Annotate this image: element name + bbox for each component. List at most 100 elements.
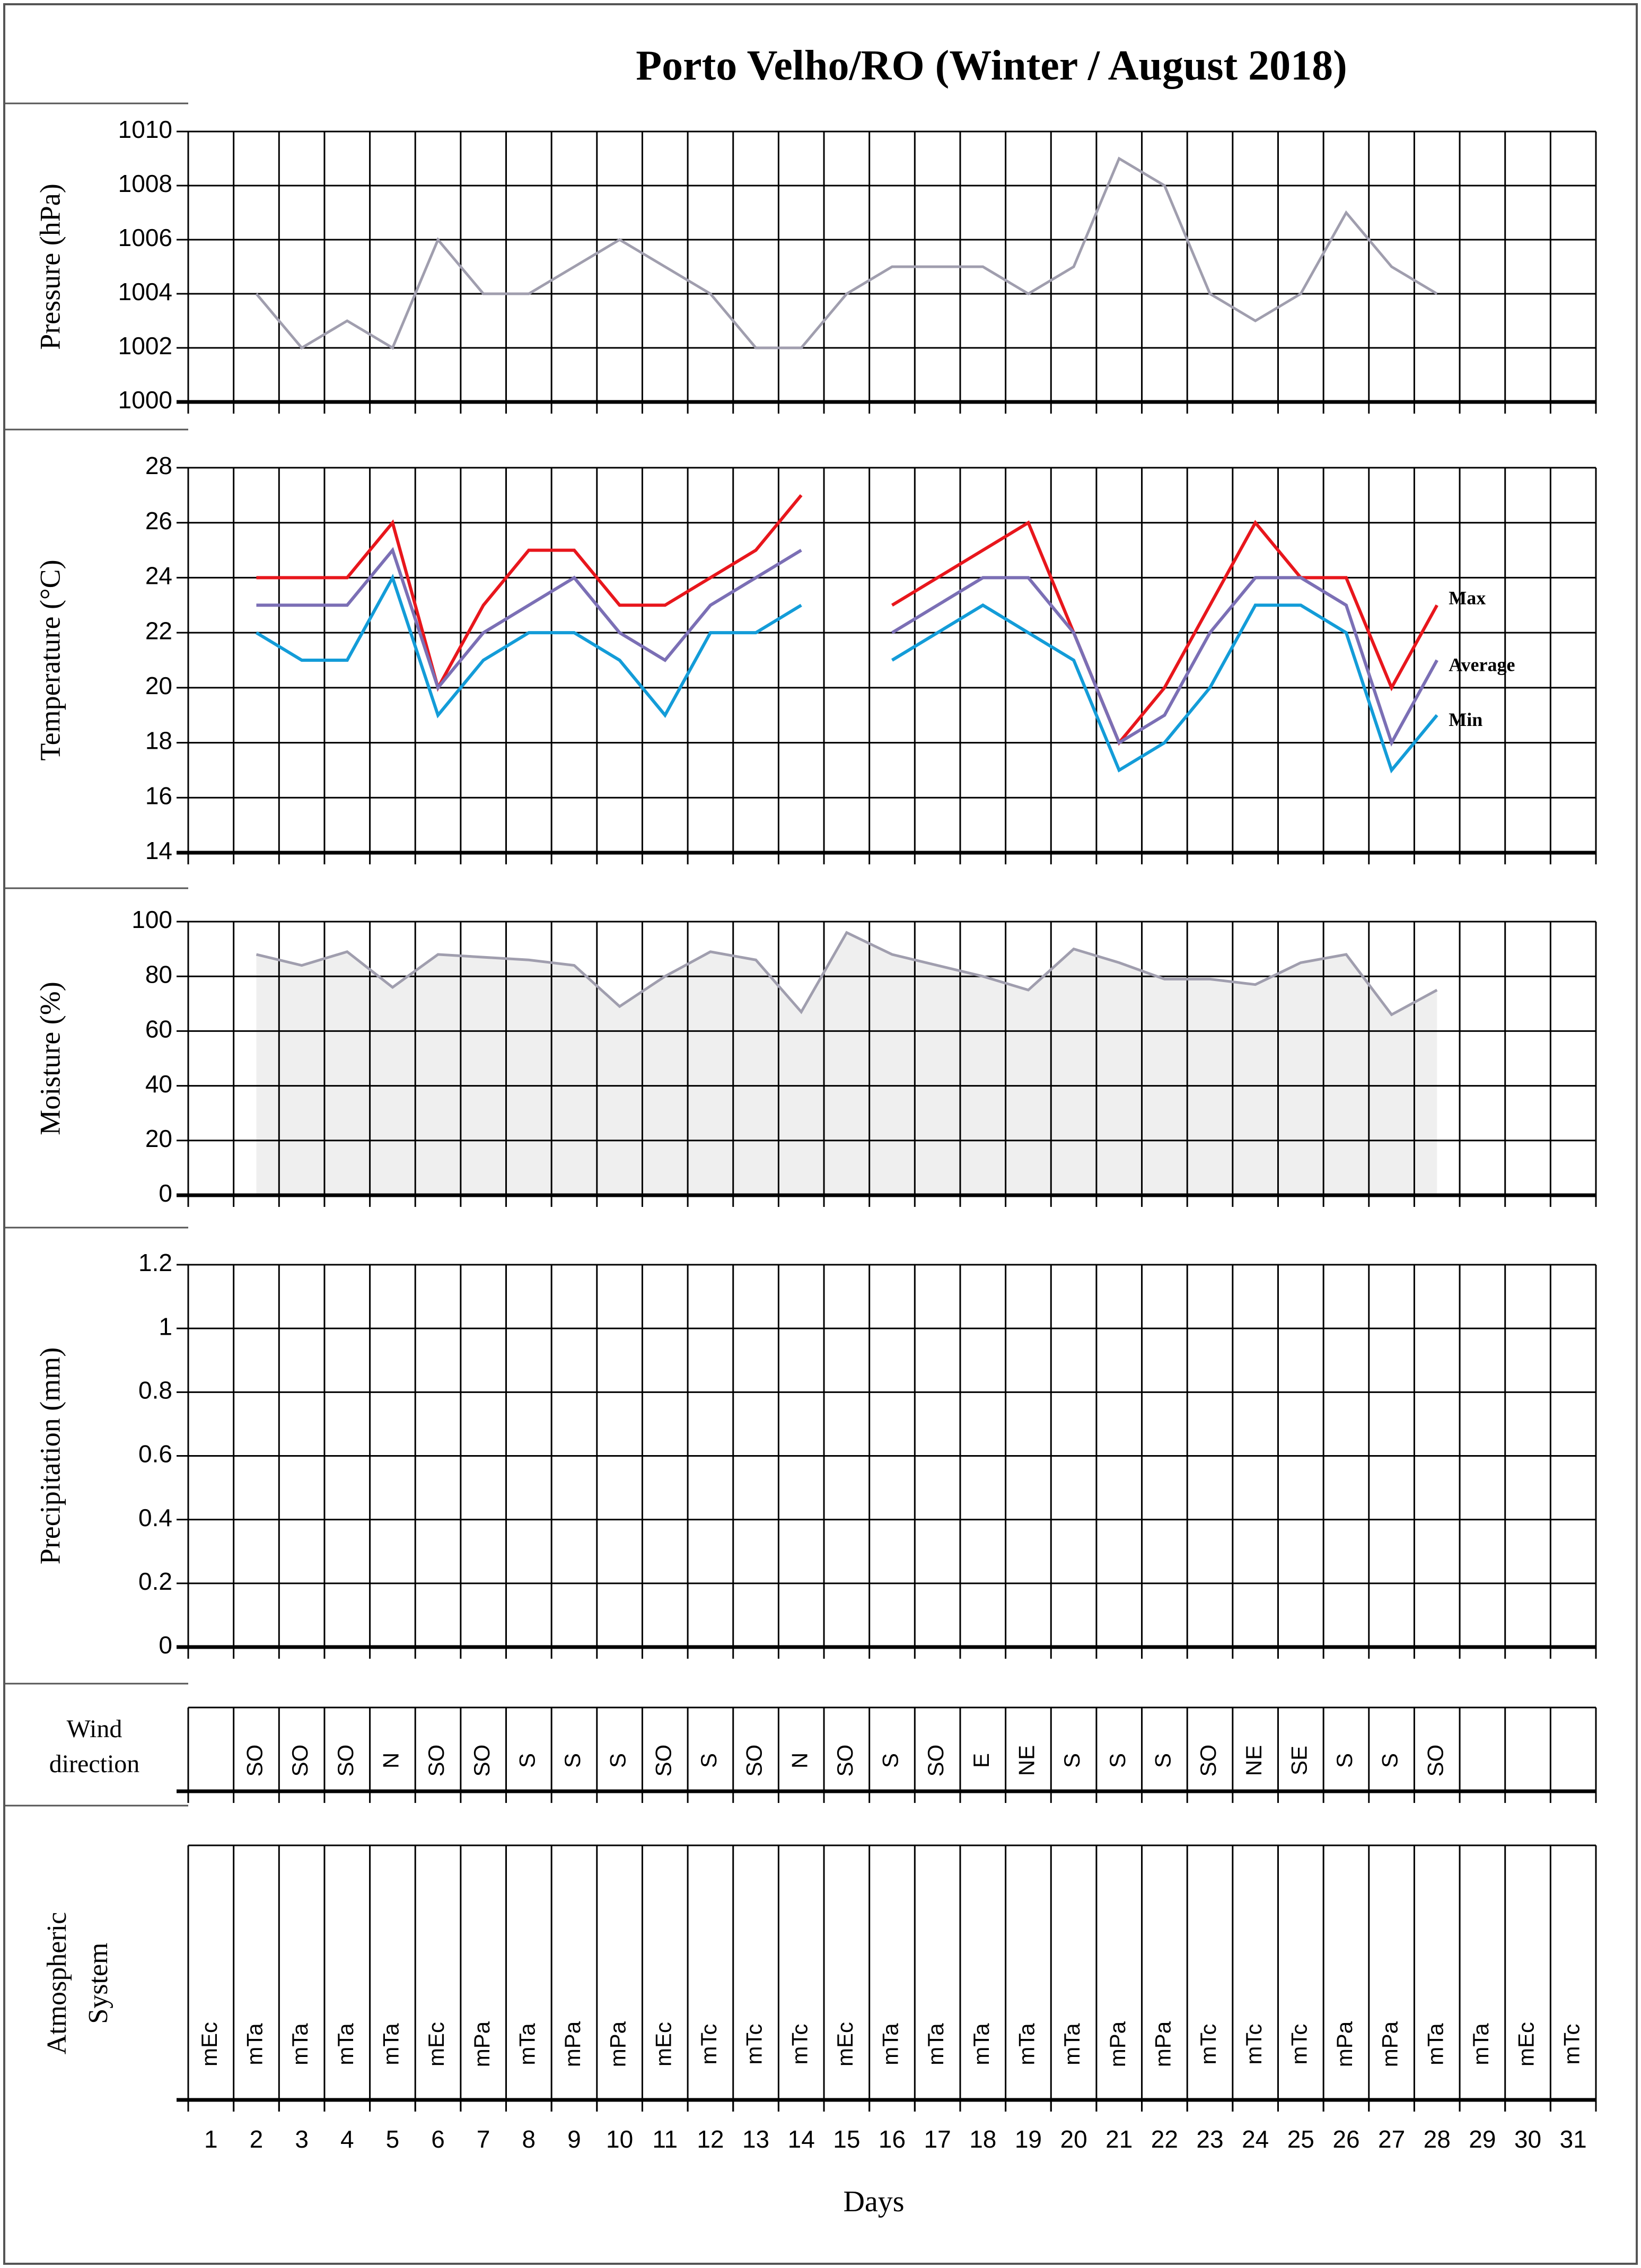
atmospheric-system-value: mTa [1014,2023,1039,2065]
wind-direction-value: S [1105,1753,1130,1768]
x-tick-label: 8 [522,2125,536,2153]
x-tick-label: 1 [204,2125,218,2153]
atmospheric-system-value: mTc [1559,2024,1584,2065]
wind-direction-value: SO [242,1745,267,1777]
y-tick-label: 14 [145,837,172,864]
x-tick-label: 28 [1424,2125,1451,2153]
wind-direction-value: S [696,1753,721,1768]
x-tick-label: 21 [1105,2125,1133,2153]
figure-outer-frame [3,3,1638,2265]
x-tick-label: 18 [969,2125,996,2153]
atmospheric-system-value: mPa [605,2021,630,2067]
atmospheric-system-value: mPa [469,2021,494,2067]
atmospheric-system-value: mPa [560,2021,585,2067]
y-axis-label: Temperature (°C) [34,559,66,760]
y-tick-label: 20 [145,672,172,699]
atmospheric-system-value: mTc [742,2024,767,2065]
atmospheric-system-value: mPa [1105,2021,1130,2067]
legend-max: Max [1449,588,1486,609]
moisture-panel: 0 20 40 60 80 100 Moisture (%) [34,906,1597,1207]
atmospheric-system-value: mTa [514,2023,539,2065]
wind-direction-value: S [560,1753,585,1768]
y-tick-label: 1010 [118,116,172,143]
y-tick-label: 60 [145,1015,172,1043]
x-tick-label: 13 [742,2125,769,2153]
wind-direction-value: N [378,1753,403,1768]
wind-direction-value: SO [287,1745,312,1777]
x-tick-label: 9 [567,2125,581,2153]
max-series-line [256,494,803,692]
y-tick-label: 0.8 [138,1376,172,1404]
atmospheric-system-value: mTa [969,2023,994,2065]
y-tick-label: 28 [145,452,172,479]
y-tick-label: 80 [145,960,172,988]
y-tick-label: 100 [131,906,172,933]
x-axis-label: Days [843,2185,904,2218]
y-tick-label: 18 [145,727,172,755]
y-tick-label: 1000 [118,386,172,414]
atmospheric-system-value: mTc [1196,2024,1221,2065]
atmospheric-system-label: Atmospheric [42,1912,72,2055]
wind-direction-value: SO [923,1745,948,1777]
y-tick-label: 26 [145,507,172,535]
pressure-panel: 1000 1002 1004 1006 1008 1010 Pressure (hPa) [34,116,1597,414]
min-series-line [891,603,1438,774]
pressure-series-line [255,156,1438,350]
atmospheric-system-value: mTc [787,2024,812,2065]
atmospheric-system-value: mTc [1241,2024,1266,2065]
wind-direction-value: SO [333,1745,358,1777]
wind-direction-value: SO [832,1745,857,1777]
wind-direction-value: S [605,1753,630,1768]
x-axis: 1 2 3 4 5 6 7 8 9 10 11 12 13 14 15 16 17 18 19 20 21 22 23 24 2… [187,2100,1597,2153]
legend-average: Average [1449,654,1515,675]
wind-direction-label: direction [49,1750,140,1778]
y-tick-label: 40 [145,1070,172,1098]
atmospheric-system-value: mTa [333,2023,358,2065]
y-tick-label: 0 [159,1631,172,1659]
wind-direction-value: S [1332,1753,1357,1768]
y-tick-label: 1004 [118,278,172,305]
x-tick-label: 11 [652,2125,678,2153]
y-tick-label: 1.2 [138,1249,172,1276]
atmospheric-system-label: System [83,1942,113,2024]
atmospheric-system-value: mTa [1468,2023,1493,2065]
x-tick-label: 16 [879,2125,906,2153]
average-series-line [891,576,1438,747]
wind-direction-value: S [1059,1753,1084,1768]
y-axis-label: Precipitation (mm) [34,1347,66,1564]
x-tick-label: 14 [788,2125,815,2153]
x-tick-label: 19 [1015,2125,1042,2153]
atmospheric-system-value: mEc [197,2022,222,2066]
x-tick-label: 27 [1378,2125,1405,2153]
wind-direction-value: SO [469,1745,494,1777]
atmospheric-system-value: mTa [1059,2023,1084,2065]
x-tick-label: 2 [250,2125,264,2153]
wind-direction-value: S [514,1753,539,1768]
x-tick-label: 17 [924,2125,951,2153]
wind-direction-value: SO [651,1745,675,1777]
max-series-line [891,520,1438,746]
x-tick-label: 5 [386,2125,400,2153]
y-axis-label: Moisture (%) [34,982,66,1135]
atmospheric-system-value: mTa [287,2023,312,2065]
atmospheric-system-value: mEc [424,2022,449,2066]
wind-direction-value: SO [742,1745,767,1777]
atmospheric-system-value: mPa [1332,2021,1357,2067]
wind-direction-value: SO [1196,1745,1221,1777]
x-tick-label: 30 [1514,2125,1541,2153]
atmospheric-system-value: mEc [1514,2022,1539,2066]
wind-direction-value: SO [1423,1745,1447,1777]
atmospheric-system-value: mTc [696,2024,721,2065]
atmospheric-system-value: mPa [1150,2021,1175,2067]
wind-direction-value: SO [424,1745,449,1777]
x-tick-label: 22 [1151,2125,1178,2153]
y-tick-label: 0.6 [138,1440,172,1468]
x-tick-label: 3 [295,2125,309,2153]
wind-direction-value: E [969,1753,994,1768]
x-tick-label: 25 [1287,2125,1314,2153]
x-tick-label: 20 [1060,2125,1087,2153]
atmospheric-system-value: mTc [1286,2024,1311,2065]
wind-direction-value: S [1377,1753,1402,1768]
